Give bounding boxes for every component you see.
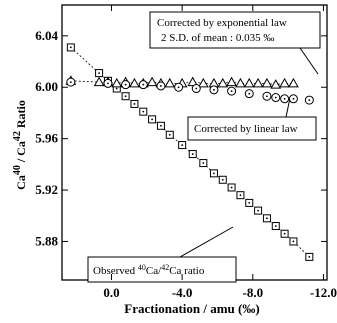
annotation-exponential: Corrected by exponential law 2 S.D. of m… [149,11,321,75]
point-dot [221,178,224,181]
point-triangle [279,77,290,88]
annotation-box [149,11,321,49]
y-tick-label: 5.96 [35,131,58,146]
point-dot [151,118,154,121]
point-triangle [164,77,176,88]
y-tick-label: 6.04 [35,28,58,43]
point-dot [213,172,215,175]
annotation-text: Corrected by exponential law [157,17,287,29]
x-axis-label: Fractionation / amu (‰) [124,301,259,316]
text-part: 42 [12,131,23,141]
point-dot [308,255,311,258]
point-dot [230,186,233,189]
annotation-linear: Corrected by linear law [187,97,317,141]
point-dot [142,110,145,113]
text-part: Ca/ [146,265,162,277]
y-axis-label: Ca40 / Ca42 Ratio [12,100,29,190]
annotation-box [87,256,237,283]
series-line [70,47,310,258]
annotation-text: Observed 40Ca/42Ca ratio [93,263,205,278]
point-triangle [187,76,199,87]
annotation-observed: Observed 40Ca/42Ca ratio [87,226,237,283]
point-dot [107,82,109,85]
text-part: 40 [138,263,146,272]
x-tick-label: 0.0 [103,285,119,300]
point-dot [69,81,72,84]
arrow [299,47,319,75]
point-dot [248,201,251,204]
point-dot [142,83,145,86]
point-triangle [93,76,105,87]
point-triangle [235,77,246,88]
point-dot [115,87,118,90]
point-triangle [146,76,158,87]
point-dot [283,97,286,100]
point-dot [230,90,233,92]
annotation-text: Corrected by linear law [194,123,298,135]
point-dot [160,85,162,87]
point-dot [292,97,295,100]
annotation-text: 2 S.D. of mean : 0.035 ‰ [161,32,274,44]
point-dot [308,99,311,101]
x-tick-label: -4.0 [172,285,193,300]
text-part: Ratio [14,100,28,131]
point-triangle [197,77,209,88]
point-dot [266,217,268,220]
point-triangle [243,77,255,88]
point-triangle [226,76,237,87]
x-tick-label: -12.0 [310,285,337,300]
text-part: 42 [161,263,169,272]
annotation-box [187,116,317,141]
text-part: Observed [93,265,138,277]
text-part: / Ca [14,141,28,165]
point-dot [266,95,268,98]
arrow [285,97,291,118]
point-triangle [129,77,140,88]
text-part: Ca [14,175,28,190]
point-dot [181,144,184,146]
point-dot [195,87,198,90]
arrow [179,226,234,258]
point-dot [69,46,72,49]
point-dot [168,133,171,136]
x-tick-label: -8.0 [243,285,264,300]
point-triangle [261,77,273,88]
point-dot [257,209,259,212]
point-dot [177,86,180,89]
point-triangle [288,77,299,88]
point-triangle [217,77,229,88]
point-dot [133,103,136,105]
point-dot [283,232,286,235]
point-triangle [111,77,123,88]
point-dot [274,225,277,227]
point-triangle [252,77,264,88]
point-dot [124,95,127,98]
text-part: 40 [12,165,23,175]
point-triangle [270,79,282,89]
point-dot [98,72,100,75]
text-part: Ca ratio [169,265,205,277]
point-dot [239,194,242,197]
point-dot [202,162,205,164]
point-dot [274,96,277,99]
y-tick-label: 6.00 [35,79,58,94]
point-dot [160,124,162,127]
point-dot [292,240,295,243]
point-dot [213,88,215,91]
point-dot [124,83,127,86]
point-dot [191,153,194,155]
y-tick-label: 5.92 [35,182,58,197]
point-dot [248,92,251,95]
y-tick-label: 5.88 [35,233,58,248]
